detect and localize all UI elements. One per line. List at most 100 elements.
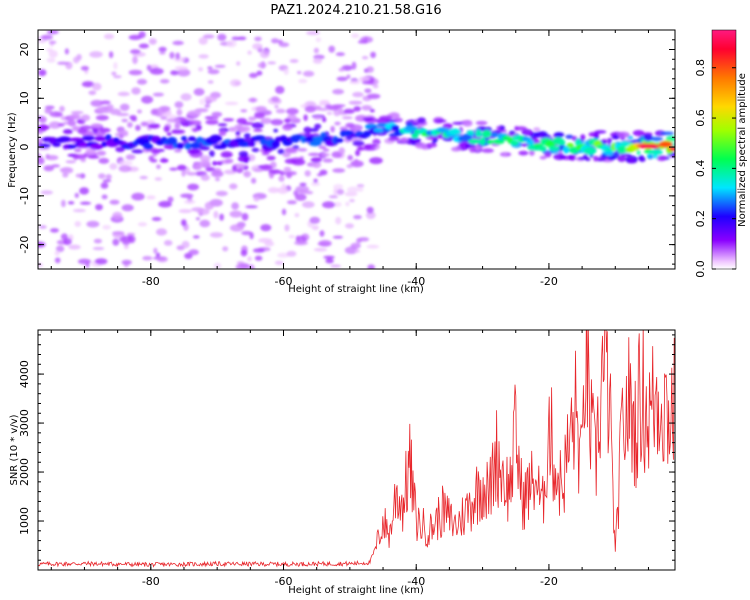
spectrogram-cell xyxy=(74,192,80,198)
spectrogram-cell xyxy=(236,61,241,66)
spectrogram-cell xyxy=(171,129,186,134)
spectrogram-panel: -80 -60 -40 -20 -20 -10 0 10 20 Height of straig… xyxy=(7,29,676,295)
spectrogram-cell xyxy=(217,123,228,127)
spectrogram-cell xyxy=(57,123,65,127)
spectrogram-cell xyxy=(218,130,227,136)
spectrogram-cell xyxy=(158,200,172,208)
spectrogram-cell xyxy=(318,107,329,111)
spectrogram-ytick-label: -20 xyxy=(18,236,31,254)
spectrogram-ridge-cell xyxy=(181,136,187,141)
spectrogram-cell xyxy=(643,133,653,140)
spectrogram-cell xyxy=(533,127,541,132)
spectrogram-cell xyxy=(198,37,208,45)
spectrogram-cell xyxy=(75,173,82,178)
spectrogram-cell xyxy=(44,108,53,114)
spectrogram-cell xyxy=(369,157,383,165)
spectrogram-cell xyxy=(344,191,358,197)
spectrogram-cell xyxy=(289,59,299,63)
spectrogram-cell xyxy=(370,51,376,59)
spectrogram-cell xyxy=(313,47,319,54)
spectrogram-cell xyxy=(303,126,312,134)
spectrogram-cell xyxy=(204,201,214,210)
spectrogram-cell xyxy=(304,105,317,113)
spectrogram-ytick-label: -10 xyxy=(18,187,31,205)
spectrogram-ridge-cell xyxy=(363,130,372,137)
spectrogram-cell xyxy=(229,224,244,232)
spectrogram-cell xyxy=(224,101,239,106)
spectrogram-ridge-cell xyxy=(461,133,472,142)
spectrogram-cell xyxy=(45,153,50,159)
spectrogram-cell xyxy=(299,182,307,187)
spectrogram-cell xyxy=(330,264,341,268)
spectrogram-cell xyxy=(349,80,361,85)
spectrogram-cell xyxy=(167,196,174,203)
spectrogram-cell xyxy=(514,125,519,131)
spectrogram-cell xyxy=(330,125,335,133)
spectrogram-cell xyxy=(260,164,273,171)
spectrogram-cell xyxy=(353,106,361,112)
spectrogram-cell xyxy=(125,154,136,160)
spectrogram-ridge-cell xyxy=(668,146,675,151)
spectrogram-cell xyxy=(282,151,291,158)
spectrogram-cell xyxy=(235,131,241,136)
spectrogram-cell xyxy=(109,199,120,205)
spectrogram-cell xyxy=(521,129,534,136)
spectrogram-cell xyxy=(195,217,200,221)
spectrogram-cell xyxy=(557,145,565,152)
spectrogram-cell xyxy=(336,76,348,82)
spectrogram-cell xyxy=(191,127,199,132)
spectrogram-cell xyxy=(200,159,211,166)
spectrogram-cell xyxy=(553,132,565,138)
spectrogram-cell xyxy=(119,103,130,112)
spectrogram-cell xyxy=(283,68,289,75)
spectrogram-cell xyxy=(251,122,264,129)
spectrogram-cell xyxy=(38,262,43,268)
spectrogram-cell xyxy=(102,225,111,230)
spectrogram-cell xyxy=(105,174,112,180)
spectrogram-cell xyxy=(113,75,122,79)
spectrogram-cell xyxy=(594,130,607,134)
spectrogram-cell xyxy=(534,139,541,144)
spectrogram-cell xyxy=(69,113,81,120)
spectrogram-cell xyxy=(40,34,53,40)
spectrogram-cell xyxy=(74,148,82,153)
spectrogram-cell xyxy=(332,235,343,239)
spectrogram-cell xyxy=(102,179,112,183)
spectrogram-cell xyxy=(295,193,307,201)
spectrogram-cell xyxy=(215,177,220,182)
spectrogram-cell xyxy=(400,137,409,143)
spectrogram-cell xyxy=(121,118,128,123)
spectrogram-cell xyxy=(338,107,343,112)
spectrogram-ridge-cell xyxy=(479,137,486,146)
spectrogram-cell xyxy=(77,128,88,135)
spectrogram-cell xyxy=(138,43,149,49)
spectrogram-cell xyxy=(606,155,617,161)
colorbar-tick-label: 0.2 xyxy=(694,210,707,228)
spectrogram-cell xyxy=(180,93,192,101)
spectrogram-cell xyxy=(142,256,153,261)
spectrogram-ridge-cell xyxy=(271,140,280,149)
spectrogram-cell xyxy=(137,222,148,227)
spectrogram-cell xyxy=(328,195,339,199)
spectrogram-cell xyxy=(358,186,364,192)
spectrogram-cell xyxy=(323,255,335,259)
spectrogram-cell xyxy=(284,147,298,153)
spectrogram-cell xyxy=(255,106,267,113)
spectrogram-cell xyxy=(81,81,95,88)
spectrogram-cell xyxy=(274,104,279,109)
spectrogram-cell xyxy=(80,201,91,205)
spectrogram-ticks: -80 -60 -40 -20 -20 -10 0 10 20 xyxy=(18,29,675,288)
spectrogram-cell xyxy=(256,70,263,76)
spectrogram-cell xyxy=(282,124,293,131)
spectrogram-cell xyxy=(275,85,285,94)
spectrogram-cell xyxy=(241,126,251,132)
spectrogram-cell xyxy=(59,168,72,172)
spectrogram-cell xyxy=(175,52,180,60)
spectrogram-cell xyxy=(434,119,447,123)
spectrogram-cell xyxy=(322,148,330,152)
figure-title: PAZ1.2024.210.21.58.G16 xyxy=(270,3,441,18)
spectrogram-cell xyxy=(209,232,223,238)
spectrogram-cell xyxy=(469,146,476,153)
spectrogram-cell xyxy=(247,50,252,55)
spectrogram-cell xyxy=(73,154,87,160)
